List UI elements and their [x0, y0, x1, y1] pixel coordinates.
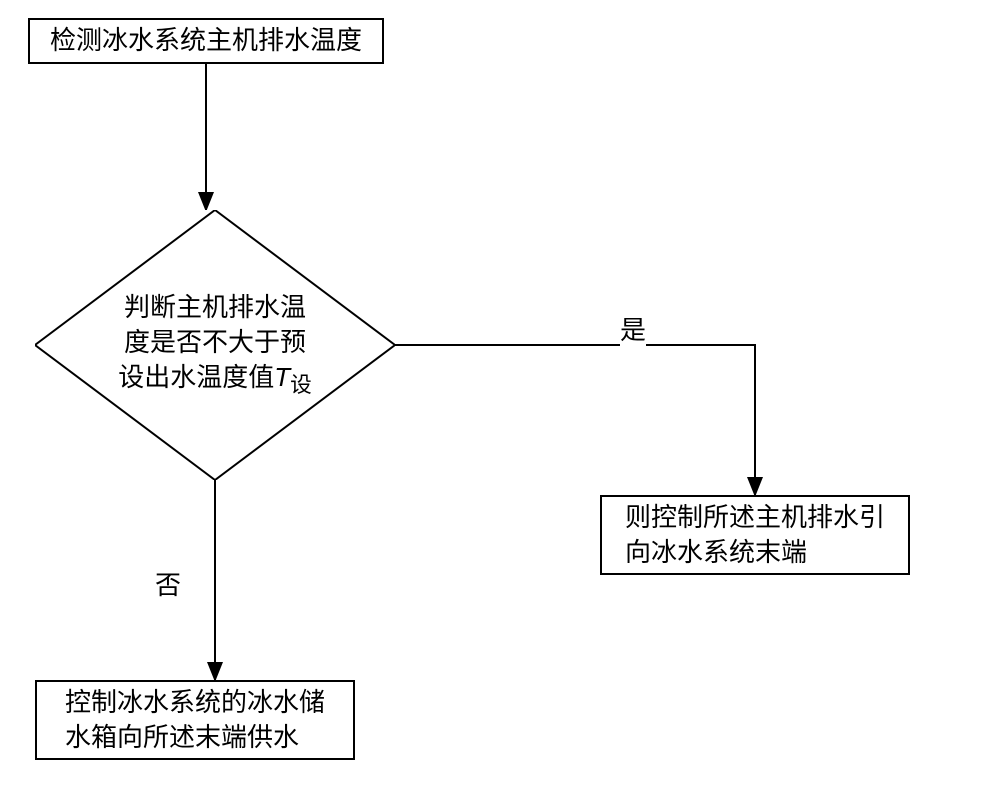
edge-label-no: 否	[155, 565, 181, 602]
node-text: 检测冰水系统主机排水温度	[50, 23, 362, 58]
node-text: 判断主机排水温度是否不大于预设出水温度值T设	[118, 290, 312, 400]
edge-label-yes: 是	[620, 310, 646, 347]
decision-compare-temp: 判断主机排水温度是否不大于预设出水温度值T设	[35, 210, 395, 480]
process-supply-from-tank: 控制冰水系统的冰水储水箱向所述末端供水	[35, 680, 355, 760]
node-text: 控制冰水系统的冰水储水箱向所述末端供水	[65, 685, 325, 755]
process-detect-temp: 检测冰水系统主机排水温度	[28, 18, 384, 64]
flowchart-canvas: 检测冰水系统主机排水温度 判断主机排水温度是否不大于预设出水温度值T设 则控制所…	[0, 0, 1000, 806]
process-route-to-end: 则控制所述主机排水引向冰水系统末端	[600, 495, 910, 575]
node-text: 则控制所述主机排水引向冰水系统末端	[625, 500, 885, 570]
